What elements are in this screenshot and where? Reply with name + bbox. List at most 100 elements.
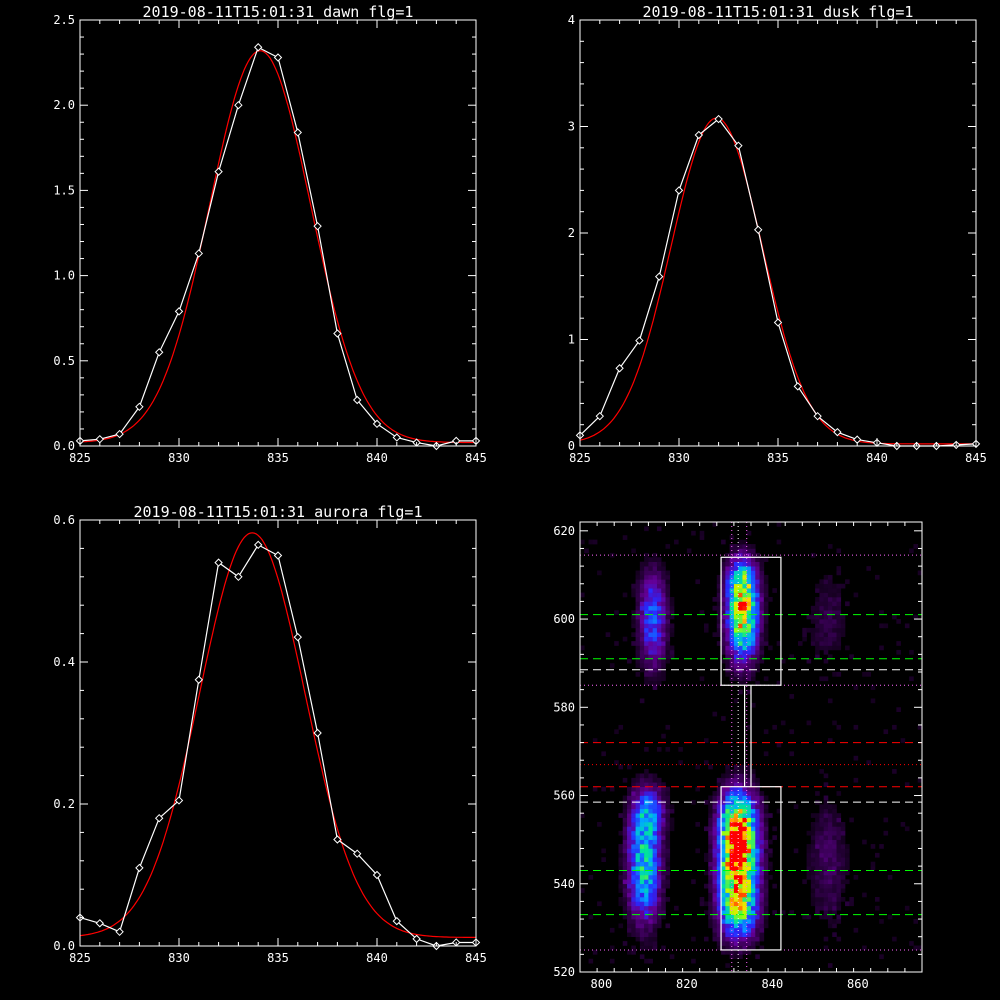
heatmap-cell — [866, 566, 871, 571]
heatmap-cell — [845, 861, 850, 867]
data-point — [234, 572, 243, 582]
heatmap-cell — [721, 623, 726, 629]
heatmap-cell — [652, 636, 658, 642]
heatmap-cell — [742, 583, 748, 589]
heatmap-cell — [742, 795, 748, 801]
heatmap-cell — [656, 822, 662, 827]
heatmap-cell — [836, 610, 842, 615]
heatmap-cell — [635, 782, 641, 787]
heatmap-cell — [721, 826, 726, 832]
heatmap-cell — [716, 919, 722, 924]
heatmap-cell — [806, 866, 812, 871]
heatmap-cell — [823, 830, 829, 836]
heatmap-cell — [721, 619, 726, 624]
heatmap-cell — [751, 574, 756, 580]
heatmap-cell — [661, 879, 666, 885]
heatmap-cell — [639, 888, 645, 893]
heatmap-cell — [819, 619, 824, 624]
heatmap-cell — [763, 592, 769, 598]
heatmap-cell — [742, 892, 748, 898]
heatmap-cell — [733, 839, 739, 845]
heatmap-cell — [759, 795, 765, 801]
heatmap-cell — [815, 610, 820, 615]
heatmap-cell — [639, 945, 645, 951]
heatmap-cell — [751, 813, 756, 818]
heatmap-cell — [904, 623, 910, 629]
heatmap-cell — [652, 839, 658, 845]
heatmap-cell — [725, 883, 730, 889]
heatmap-cell — [862, 839, 867, 845]
heatmap-cell — [772, 883, 777, 889]
heatmap-cell — [716, 777, 722, 783]
heatmap-cell — [716, 897, 722, 902]
heatmap-cell — [827, 808, 833, 814]
heatmap-cell — [819, 641, 824, 646]
heatmap-cell — [622, 861, 628, 867]
heatmap-cell — [661, 649, 666, 655]
heatmap-cell — [815, 910, 820, 915]
heatmap-cell — [716, 605, 722, 611]
heatmap-cell — [691, 799, 696, 805]
heatmap-cell — [832, 892, 837, 898]
data-point — [174, 307, 184, 316]
heatmap-cell — [738, 941, 743, 946]
heatmap-cell — [836, 614, 842, 620]
x-tick-label: 820 — [676, 977, 698, 991]
heatmap-cell — [733, 773, 739, 779]
heatmap-cell — [652, 632, 658, 637]
heatmap-cell — [716, 786, 722, 792]
heatmap-cell — [721, 795, 726, 801]
heatmap-cell — [832, 627, 837, 633]
heatmap-cell — [661, 914, 666, 920]
heatmap-cell — [755, 610, 760, 615]
heatmap-cell — [622, 848, 628, 854]
heatmap-cell — [755, 799, 760, 805]
heatmap-cell — [733, 769, 739, 774]
heatmap-cell — [742, 632, 748, 637]
heatmap-cell — [618, 883, 624, 889]
heatmap-cell — [635, 583, 641, 589]
heatmap-cell — [836, 791, 842, 796]
y-tick-label: 4 — [568, 13, 575, 27]
heatmap-cell — [836, 905, 842, 911]
heatmap-cell — [815, 791, 820, 796]
heatmap-cell — [823, 848, 829, 854]
heatmap-cell — [721, 888, 726, 893]
heatmap-cell — [703, 627, 709, 633]
data-point — [714, 114, 723, 124]
heatmap-cell — [652, 892, 658, 898]
heatmap-cell — [708, 883, 713, 889]
heatmap-cell — [644, 817, 649, 823]
heatmap-cell — [853, 724, 859, 730]
x-tick-label: 835 — [767, 451, 789, 465]
heatmap-cell — [725, 557, 730, 562]
heatmap-cell — [721, 579, 726, 585]
data-point — [95, 434, 105, 444]
heatmap-cell — [751, 773, 756, 779]
heatmap-cell — [751, 663, 756, 668]
heatmap-cell — [733, 870, 739, 876]
heatmap-cell — [639, 795, 645, 801]
heatmap-cell — [755, 879, 760, 885]
heatmap-cell — [725, 874, 730, 880]
heatmap-cell — [759, 636, 765, 642]
heatmap-cell — [648, 919, 653, 924]
heatmap-cell — [648, 901, 653, 907]
heatmap-cell — [656, 663, 662, 668]
heatmap-cell — [580, 592, 585, 598]
heatmap-cell — [742, 879, 748, 885]
heatmap-cell — [725, 897, 730, 902]
heatmap-cell — [712, 830, 718, 836]
fit-curve — [79, 532, 476, 938]
heatmap-cell — [708, 919, 713, 924]
heatmap-cell — [815, 848, 820, 854]
heatmap-cell — [763, 623, 769, 629]
heatmap-cell — [656, 570, 662, 576]
heatmap-cell — [827, 822, 833, 827]
data-point — [115, 927, 124, 937]
heatmap-cell — [738, 949, 743, 955]
heatmap-cell — [635, 645, 641, 651]
heatmap-cell — [703, 883, 709, 889]
heatmap-cell — [644, 773, 649, 779]
heatmap-cell — [810, 632, 816, 637]
